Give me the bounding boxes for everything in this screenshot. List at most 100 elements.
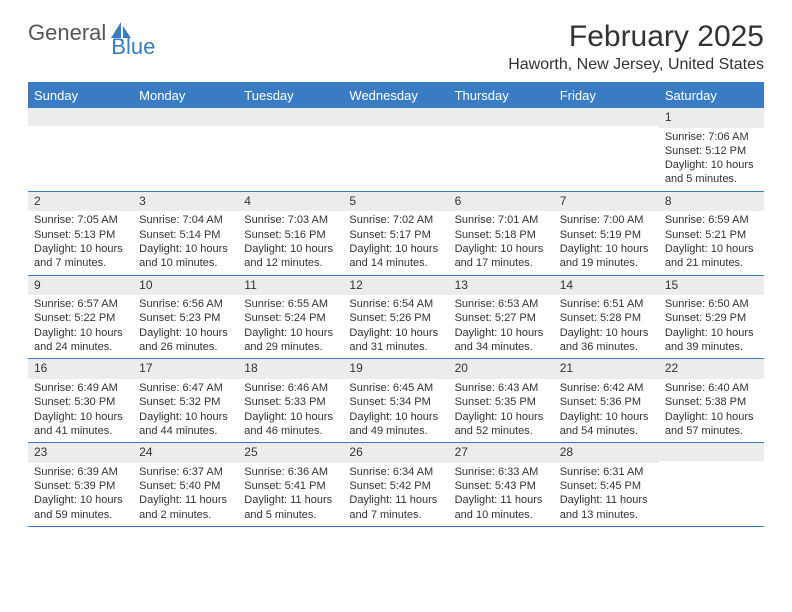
sunrise-text: Sunrise: 6:39 AM <box>34 465 127 479</box>
sunrise-text: Sunrise: 7:04 AM <box>139 213 232 227</box>
sunrise-text: Sunrise: 7:06 AM <box>665 130 758 144</box>
day-cell: 5Sunrise: 7:02 AMSunset: 5:17 PMDaylight… <box>343 192 448 275</box>
day-body: Sunrise: 6:37 AMSunset: 5:40 PMDaylight:… <box>133 463 238 526</box>
weekday-header-cell: Wednesday <box>343 83 448 108</box>
sunrise-text: Sunrise: 6:54 AM <box>349 297 442 311</box>
day-cell <box>28 108 133 191</box>
day-number: 6 <box>449 192 554 212</box>
day-body: Sunrise: 6:50 AMSunset: 5:29 PMDaylight:… <box>659 295 764 358</box>
daylight-text: Daylight: 10 hours and 5 minutes. <box>665 158 758 187</box>
sunset-text: Sunset: 5:17 PM <box>349 228 442 242</box>
daylight-text: Daylight: 11 hours and 7 minutes. <box>349 493 442 522</box>
sunset-text: Sunset: 5:35 PM <box>455 395 548 409</box>
weekday-header-cell: Monday <box>133 83 238 108</box>
daylight-text: Daylight: 10 hours and 19 minutes. <box>560 242 653 271</box>
day-cell: 18Sunrise: 6:46 AMSunset: 5:33 PMDayligh… <box>238 359 343 442</box>
sunset-text: Sunset: 5:38 PM <box>665 395 758 409</box>
day-body: Sunrise: 6:40 AMSunset: 5:38 PMDaylight:… <box>659 379 764 442</box>
day-body: Sunrise: 7:02 AMSunset: 5:17 PMDaylight:… <box>343 211 448 274</box>
day-cell <box>554 108 659 191</box>
calendar: SundayMondayTuesdayWednesdayThursdayFrid… <box>28 82 764 527</box>
day-number: 20 <box>449 359 554 379</box>
day-body: Sunrise: 6:45 AMSunset: 5:34 PMDaylight:… <box>343 379 448 442</box>
sunrise-text: Sunrise: 6:36 AM <box>244 465 337 479</box>
sunrise-text: Sunrise: 6:56 AM <box>139 297 232 311</box>
day-number: 17 <box>133 359 238 379</box>
day-body: Sunrise: 6:59 AMSunset: 5:21 PMDaylight:… <box>659 211 764 274</box>
day-number: 23 <box>28 443 133 463</box>
sunset-text: Sunset: 5:29 PM <box>665 311 758 325</box>
day-number: 9 <box>28 276 133 296</box>
day-body: Sunrise: 6:51 AMSunset: 5:28 PMDaylight:… <box>554 295 659 358</box>
daylight-text: Daylight: 11 hours and 13 minutes. <box>560 493 653 522</box>
sunrise-text: Sunrise: 6:37 AM <box>139 465 232 479</box>
sunset-text: Sunset: 5:16 PM <box>244 228 337 242</box>
daylight-text: Daylight: 10 hours and 29 minutes. <box>244 326 337 355</box>
weekday-header-cell: Saturday <box>659 83 764 108</box>
sunset-text: Sunset: 5:14 PM <box>139 228 232 242</box>
daylight-text: Daylight: 10 hours and 49 minutes. <box>349 410 442 439</box>
sunset-text: Sunset: 5:36 PM <box>560 395 653 409</box>
sunrise-text: Sunrise: 6:53 AM <box>455 297 548 311</box>
daylight-text: Daylight: 10 hours and 39 minutes. <box>665 326 758 355</box>
sunset-text: Sunset: 5:13 PM <box>34 228 127 242</box>
day-body: Sunrise: 7:03 AMSunset: 5:16 PMDaylight:… <box>238 211 343 274</box>
sunset-text: Sunset: 5:39 PM <box>34 479 127 493</box>
sunset-text: Sunset: 5:33 PM <box>244 395 337 409</box>
day-number: 12 <box>343 276 448 296</box>
day-cell: 19Sunrise: 6:45 AMSunset: 5:34 PMDayligh… <box>343 359 448 442</box>
day-body: Sunrise: 7:06 AMSunset: 5:12 PMDaylight:… <box>659 128 764 191</box>
day-cell: 21Sunrise: 6:42 AMSunset: 5:36 PMDayligh… <box>554 359 659 442</box>
sunrise-text: Sunrise: 6:34 AM <box>349 465 442 479</box>
day-cell: 15Sunrise: 6:50 AMSunset: 5:29 PMDayligh… <box>659 276 764 359</box>
day-cell: 7Sunrise: 7:00 AMSunset: 5:19 PMDaylight… <box>554 192 659 275</box>
sunset-text: Sunset: 5:30 PM <box>34 395 127 409</box>
daylight-text: Daylight: 11 hours and 2 minutes. <box>139 493 232 522</box>
sunset-text: Sunset: 5:28 PM <box>560 311 653 325</box>
daylight-text: Daylight: 10 hours and 7 minutes. <box>34 242 127 271</box>
day-number: 16 <box>28 359 133 379</box>
day-cell <box>133 108 238 191</box>
day-body: Sunrise: 6:47 AMSunset: 5:32 PMDaylight:… <box>133 379 238 442</box>
sunset-text: Sunset: 5:41 PM <box>244 479 337 493</box>
week-row: 2Sunrise: 7:05 AMSunset: 5:13 PMDaylight… <box>28 192 764 276</box>
day-number: 26 <box>343 443 448 463</box>
day-cell <box>449 108 554 191</box>
day-cell: 20Sunrise: 6:43 AMSunset: 5:35 PMDayligh… <box>449 359 554 442</box>
sunset-text: Sunset: 5:34 PM <box>349 395 442 409</box>
weekday-header-row: SundayMondayTuesdayWednesdayThursdayFrid… <box>28 83 764 108</box>
sunset-text: Sunset: 5:27 PM <box>455 311 548 325</box>
day-cell: 16Sunrise: 6:49 AMSunset: 5:30 PMDayligh… <box>28 359 133 442</box>
day-cell: 4Sunrise: 7:03 AMSunset: 5:16 PMDaylight… <box>238 192 343 275</box>
daylight-text: Daylight: 10 hours and 24 minutes. <box>34 326 127 355</box>
sunrise-text: Sunrise: 7:01 AM <box>455 213 548 227</box>
day-body <box>28 126 133 186</box>
day-number: 4 <box>238 192 343 212</box>
title-block: February 2025 Haworth, New Jersey, Unite… <box>508 20 764 74</box>
sunrise-text: Sunrise: 6:45 AM <box>349 381 442 395</box>
month-title: February 2025 <box>508 20 764 54</box>
day-body <box>238 126 343 186</box>
day-body: Sunrise: 6:42 AMSunset: 5:36 PMDaylight:… <box>554 379 659 442</box>
day-number: 27 <box>449 443 554 463</box>
day-cell: 11Sunrise: 6:55 AMSunset: 5:24 PMDayligh… <box>238 276 343 359</box>
day-cell: 12Sunrise: 6:54 AMSunset: 5:26 PMDayligh… <box>343 276 448 359</box>
daylight-text: Daylight: 10 hours and 12 minutes. <box>244 242 337 271</box>
day-body: Sunrise: 6:57 AMSunset: 5:22 PMDaylight:… <box>28 295 133 358</box>
day-number: 1 <box>659 108 764 128</box>
day-number: 19 <box>343 359 448 379</box>
daylight-text: Daylight: 10 hours and 34 minutes. <box>455 326 548 355</box>
day-body: Sunrise: 7:04 AMSunset: 5:14 PMDaylight:… <box>133 211 238 274</box>
sunset-text: Sunset: 5:23 PM <box>139 311 232 325</box>
weekday-header-cell: Sunday <box>28 83 133 108</box>
day-cell: 28Sunrise: 6:31 AMSunset: 5:45 PMDayligh… <box>554 443 659 526</box>
sunset-text: Sunset: 5:42 PM <box>349 479 442 493</box>
day-cell <box>659 443 764 526</box>
sunrise-text: Sunrise: 6:46 AM <box>244 381 337 395</box>
weekday-header-cell: Tuesday <box>238 83 343 108</box>
day-number: 8 <box>659 192 764 212</box>
day-cell <box>343 108 448 191</box>
day-cell: 8Sunrise: 6:59 AMSunset: 5:21 PMDaylight… <box>659 192 764 275</box>
day-body: Sunrise: 6:34 AMSunset: 5:42 PMDaylight:… <box>343 463 448 526</box>
daylight-text: Daylight: 10 hours and 46 minutes. <box>244 410 337 439</box>
